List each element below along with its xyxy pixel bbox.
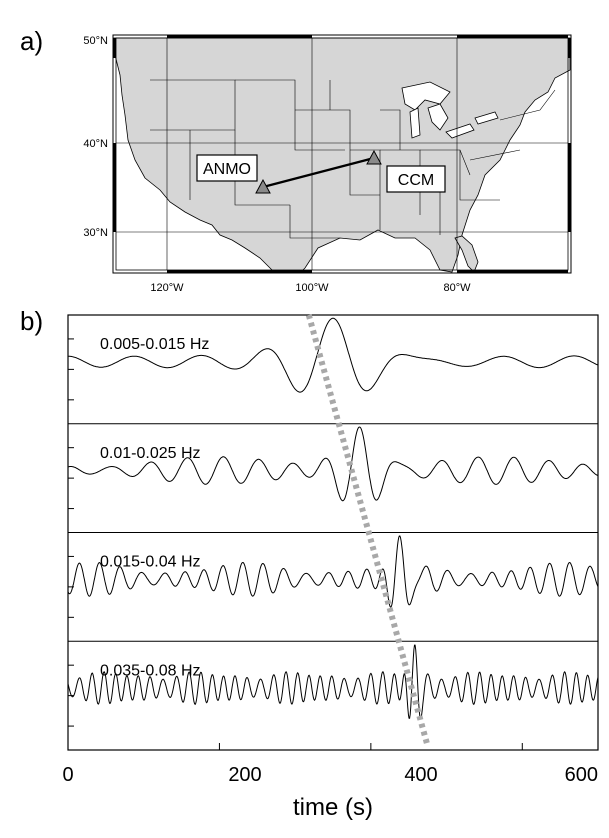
lon-label-100: 100°W xyxy=(295,282,329,294)
trace-label: 0.005-0.015 Hz xyxy=(100,336,209,353)
xtick-label-600: 600 xyxy=(565,764,598,786)
map-graticule xyxy=(116,38,568,270)
xtick-label-0: 0 xyxy=(62,764,73,786)
trace-label: 0.01-0.025 Hz xyxy=(100,445,201,462)
trace-line xyxy=(67,426,599,502)
seismogram-panel: 0.005-0.015 Hz 0.01-0.025 Hz 0.015-0.04 Hz… xyxy=(67,314,599,751)
station-map: 50°N 40°N 30°N 120°W 100°W 80°W ANMO CCM xyxy=(83,34,572,294)
state-boundaries xyxy=(150,79,556,239)
map-frame-ticks xyxy=(113,35,571,273)
panel-a-label: a) xyxy=(20,26,43,56)
lat-label-50: 50°N xyxy=(83,35,108,47)
lon-label-80: 80°W xyxy=(443,282,471,294)
xtick-label-400: 400 xyxy=(404,764,437,786)
trace-line xyxy=(68,317,599,393)
lat-label-30: 30°N xyxy=(83,227,108,239)
trace-line xyxy=(67,644,599,720)
station-anmo-marker xyxy=(255,178,271,194)
dispersion-line xyxy=(305,314,431,747)
trace-label: 0.035-0.08 Hz xyxy=(100,662,201,679)
station-anmo-label: ANMO xyxy=(203,161,251,178)
land-mass xyxy=(112,37,571,274)
lat-label-40: 40°N xyxy=(83,138,108,150)
station-ccm-marker xyxy=(366,149,382,165)
xtick-label-200: 200 xyxy=(228,764,261,786)
x-axis-title: time (s) xyxy=(293,794,373,821)
station-path xyxy=(262,156,375,189)
trace-label: 0.015-0.04 Hz xyxy=(100,554,201,571)
trace-line xyxy=(67,535,599,608)
lon-label-120: 120°W xyxy=(150,282,184,294)
panel-b-label: b) xyxy=(20,306,43,336)
station-ccm-label: CCM xyxy=(398,172,434,189)
